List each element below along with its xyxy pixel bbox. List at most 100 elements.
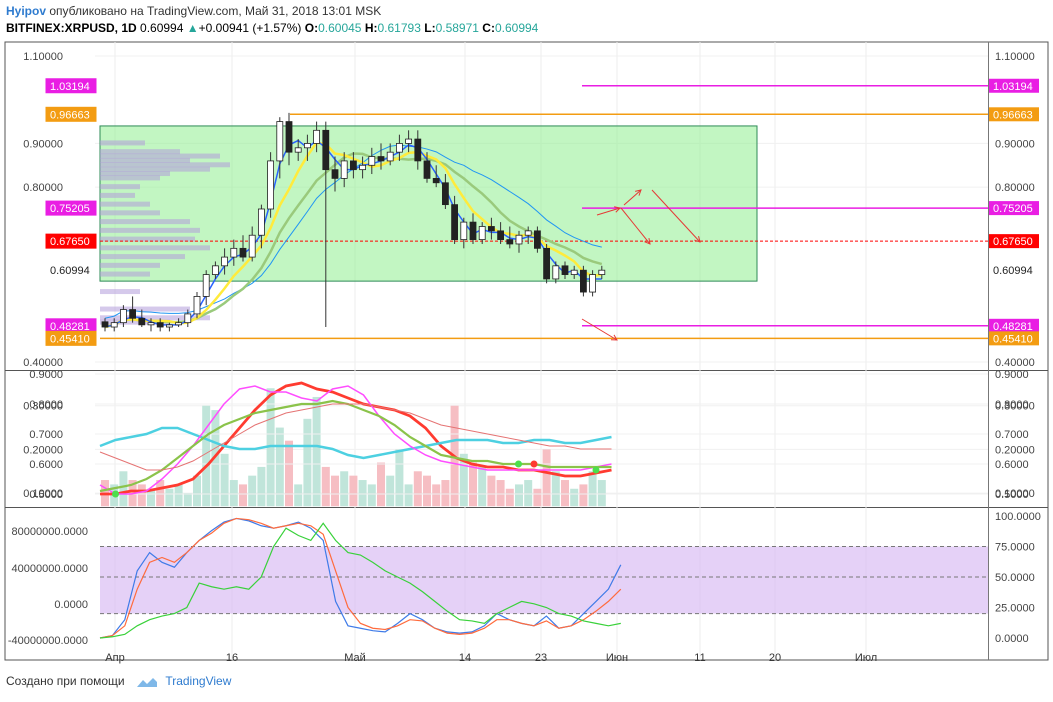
level-tag-right-text: 0.67650 <box>993 236 1033 248</box>
candle-body <box>331 169 339 179</box>
published-text: опубликовано на TradingView.com, Май 31,… <box>49 4 382 18</box>
candle-body <box>120 309 127 324</box>
candle-body <box>497 230 505 241</box>
y-tick-label-right: 0.10000 <box>995 488 1035 500</box>
candle-body <box>184 313 192 324</box>
level-tag-right-text: 1.03194 <box>993 81 1033 93</box>
y-tick-label-right: 50.0000 <box>995 572 1035 584</box>
volume-profile-bar <box>100 219 190 225</box>
candle-body <box>386 151 394 162</box>
candle-body <box>414 138 422 162</box>
arrow-head <box>610 334 618 341</box>
arrow-head <box>644 238 651 245</box>
candle-body <box>441 182 449 206</box>
volume-bar <box>294 484 303 507</box>
volume-bar <box>561 480 569 507</box>
chart-author-line: Hyipov опубликовано на TradingView.com, … <box>6 4 381 18</box>
volume-profile-bar <box>100 319 170 325</box>
projection-arrow <box>623 189 642 206</box>
candle-body <box>248 234 256 258</box>
volume-bar <box>542 449 551 507</box>
candle-body <box>469 221 477 241</box>
candle-body <box>359 164 367 171</box>
level-tag-left-text: 0.60994 <box>50 265 90 277</box>
signal-dot <box>530 460 538 468</box>
volume-bar <box>211 410 220 507</box>
candle-body <box>451 204 459 240</box>
tradingview-logo-icon <box>136 677 157 687</box>
candle-body <box>432 177 440 184</box>
close-value: 0.60994 <box>494 21 539 35</box>
x-tick-label: 23 <box>535 652 547 664</box>
y-tick-label-left: 0.8000 <box>29 399 63 411</box>
volume-bar <box>257 466 266 507</box>
close-label: C: <box>482 21 495 35</box>
tradingview-link[interactable]: TradingView <box>165 674 232 688</box>
volume-profile-bar <box>100 236 195 242</box>
candle-body <box>313 129 321 144</box>
author-name[interactable]: Hyipov <box>6 4 47 18</box>
volume-profile-bar <box>100 171 170 177</box>
signal-dot <box>112 490 119 498</box>
candle-body <box>460 221 468 241</box>
volume-bar <box>579 484 588 507</box>
candle-body <box>487 226 495 232</box>
level-tag-right-text: 0.75205 <box>993 203 1033 215</box>
volume-bar <box>588 471 597 507</box>
projection-arrow <box>651 189 701 243</box>
y-tick-label-right: 0.7000 <box>995 429 1029 441</box>
volume-bar <box>496 480 505 507</box>
volume-bar <box>469 462 477 507</box>
candle-body <box>239 247 247 258</box>
level-tag-right-text: 0.96663 <box>993 109 1033 121</box>
indicator-line-green <box>99 399 612 493</box>
candle-body <box>147 322 155 326</box>
volume-bar <box>331 475 339 507</box>
arrow-head <box>614 206 621 213</box>
volume-profile-bar <box>100 184 140 190</box>
footer: Создано при помощи TradingView <box>6 674 231 689</box>
level-tag-right <box>989 318 1039 333</box>
volume-profile-bar <box>100 162 230 168</box>
candle-body <box>101 321 109 328</box>
volume-profile-bar <box>100 140 145 146</box>
y-tick-label-left: -40000000.0000 <box>8 635 88 647</box>
indicator-line-salmon <box>99 403 612 471</box>
volume-bar <box>551 471 560 507</box>
candle-body <box>580 269 587 293</box>
volume-bar <box>459 453 468 507</box>
volume-profile-bar <box>100 315 210 321</box>
y-tick-label-right: 25.0000 <box>995 603 1035 615</box>
volume-bar <box>358 480 367 507</box>
footer-text: Создано при помощи <box>6 674 125 688</box>
y-tick-label-left: 0.9000 <box>29 369 63 381</box>
volume-bar <box>533 488 542 507</box>
candle-body <box>368 156 376 166</box>
level-tag-left <box>45 330 97 346</box>
y-tick-label-left: 40000000.0000 <box>12 563 88 575</box>
volume-profile-bar <box>100 262 160 268</box>
volume-profile-bar <box>100 227 200 233</box>
candle-body <box>257 208 265 236</box>
candle-body <box>110 322 118 328</box>
candle-body <box>230 247 238 258</box>
volume-bar <box>413 471 422 507</box>
volume-bar <box>202 405 211 507</box>
projection-arrow <box>620 207 651 245</box>
candle-body <box>561 265 569 275</box>
volume-bar <box>367 484 376 507</box>
volume-bar <box>275 427 284 507</box>
signal-dot <box>515 460 522 468</box>
x-tick-label: 16 <box>226 652 238 664</box>
y-tick-label-left: 0.30000 <box>23 401 63 413</box>
volume-profile-bar <box>100 153 220 159</box>
candle-body <box>506 239 514 245</box>
volume-profile-bar <box>100 149 180 155</box>
oscillator-band <box>100 546 988 614</box>
up-arrow-icon: ▲ <box>186 21 199 35</box>
volume-bar <box>183 493 192 507</box>
volume-bar <box>478 466 487 507</box>
volume-bar <box>220 453 229 507</box>
volume-bar <box>165 488 174 507</box>
